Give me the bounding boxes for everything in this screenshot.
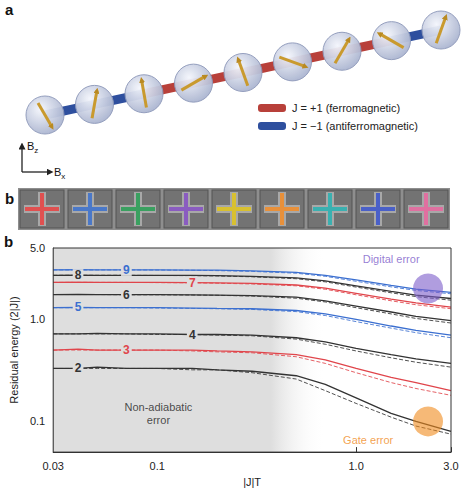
svg-text:5.0: 5.0 <box>30 242 45 254</box>
svg-text:b: b <box>4 234 13 250</box>
svg-text:0.1: 0.1 <box>30 415 45 427</box>
svg-text:b: b <box>5 190 14 207</box>
svg-text:3.0: 3.0 <box>443 460 458 472</box>
svg-text:a: a <box>5 1 14 18</box>
svg-text:|J|T: |J|T <box>243 476 261 488</box>
svg-text:Bz: Bz <box>27 140 38 155</box>
svg-text:J = −1 (antiferromagnetic): J = −1 (antiferromagnetic) <box>292 120 418 132</box>
svg-text:Gate error: Gate error <box>343 434 393 446</box>
svg-text:J = +1 (ferromagnetic): J = +1 (ferromagnetic) <box>292 102 400 114</box>
svg-text:1.0: 1.0 <box>30 313 45 325</box>
svg-text:1.0: 1.0 <box>348 460 363 472</box>
svg-text:Non-adiabatic: Non-adiabatic <box>124 401 192 413</box>
svg-text:error: error <box>147 414 171 426</box>
svg-text:Digital error: Digital error <box>363 253 420 265</box>
svg-text:Residual energy (2|J|): Residual energy (2|J|) <box>8 296 20 403</box>
svg-text:0.1: 0.1 <box>150 460 165 472</box>
svg-text:0.03: 0.03 <box>42 460 63 472</box>
svg-text:Bx: Bx <box>54 166 65 181</box>
